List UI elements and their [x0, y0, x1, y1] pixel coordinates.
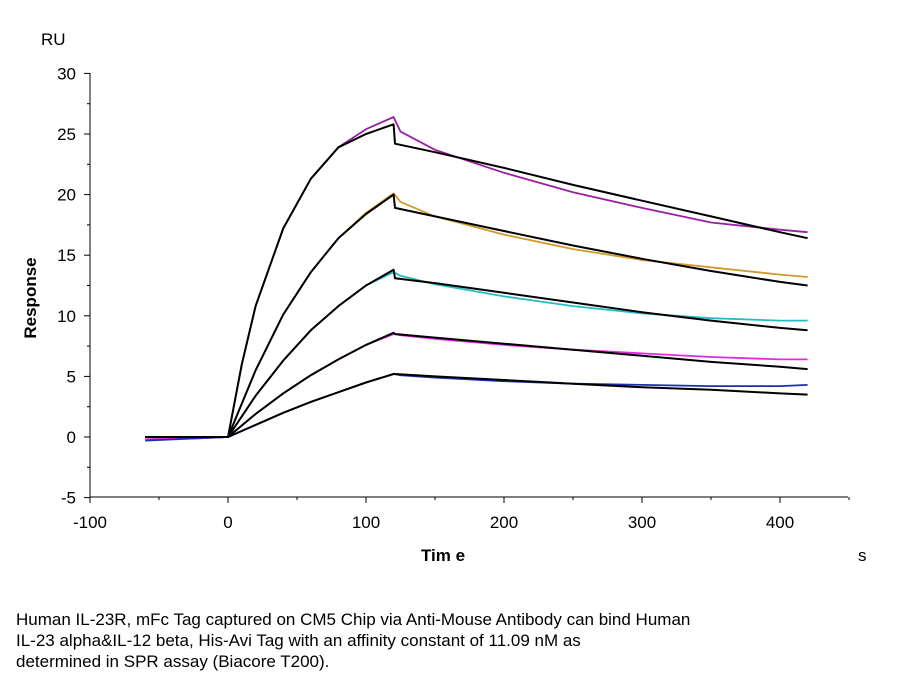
y-tick-label: 30: [57, 64, 76, 83]
y-tick-label: 15: [57, 246, 76, 265]
fit-line: [145, 123, 808, 438]
data-line: [145, 192, 808, 441]
y-tick-label: -5: [61, 489, 76, 508]
series-layer: [145, 116, 808, 442]
y-unit-label: RU: [41, 30, 66, 49]
y-tick-label: 25: [57, 125, 76, 144]
y-axis-title: Response: [21, 257, 40, 338]
sensorgram-chart: RU Response Tim e s -100 0 100 200 300 400 -5 0…: [21, 30, 867, 565]
x-tick-label: 100: [352, 513, 380, 532]
caption-line-1: Human IL-23R, mFc Tag captured on CM5 Ch…: [16, 610, 691, 629]
figure-caption: Human IL-23R, mFc Tag captured on CM5 Ch…: [16, 609, 876, 672]
y-tick-label: 5: [67, 367, 76, 386]
x-unit-label: s: [858, 546, 867, 565]
y-tick-label: 20: [57, 186, 76, 205]
x-tick-label: 300: [628, 513, 656, 532]
y-tick-label: 0: [67, 428, 76, 447]
x-tick-label: 400: [766, 513, 794, 532]
fit-line: [145, 373, 808, 438]
fit-line: [145, 193, 808, 438]
x-axis-title: Tim e: [421, 546, 465, 565]
x-tick-label: 200: [490, 513, 518, 532]
y-tick-label: 10: [57, 307, 76, 326]
x-tick-label: 0: [223, 513, 232, 532]
data-line: [145, 116, 808, 441]
fit-line: [145, 268, 808, 438]
axis-ticks: -100 0 100 200 300 400 -5 0 5 10 15 20 25 30: [57, 64, 850, 532]
caption-line-2: IL-23 alpha&IL-12 beta, His-Avi Tag with…: [16, 631, 581, 650]
fit-line: [145, 331, 808, 438]
caption-line-3: determined in SPR assay (Biacore T200).: [16, 652, 330, 671]
x-tick-label: -100: [73, 513, 107, 532]
